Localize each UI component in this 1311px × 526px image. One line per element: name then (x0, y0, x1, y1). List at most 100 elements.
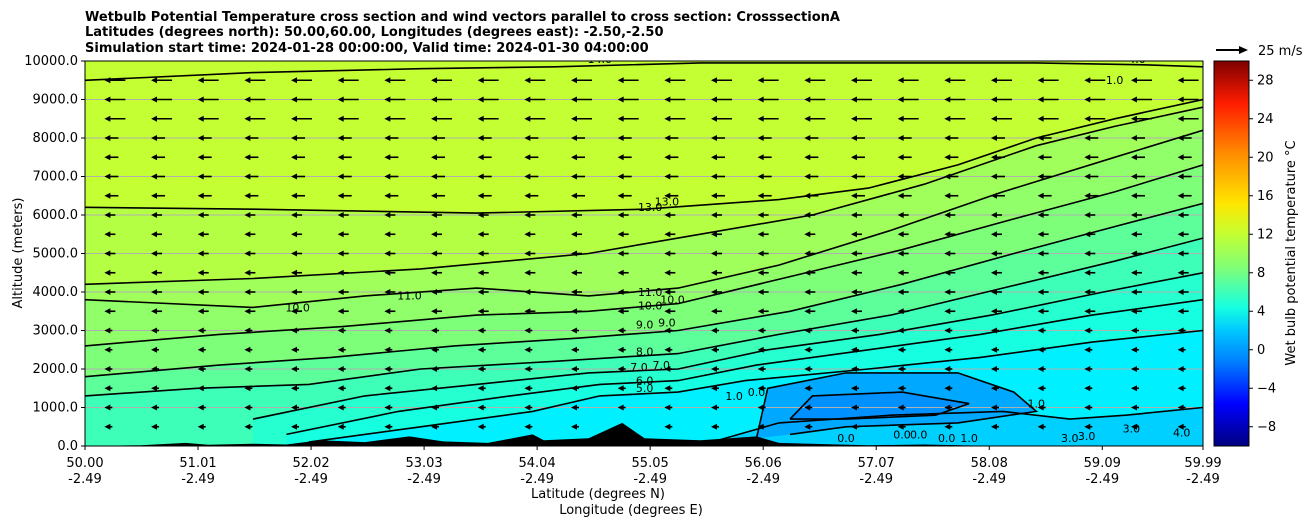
wind-vector-head (337, 366, 344, 372)
contour-label: 1.0 (1028, 398, 1046, 411)
wind-vector-head (990, 154, 997, 161)
wind-vector-head (804, 346, 811, 353)
wind-vector-head (337, 289, 344, 295)
wind-vector-head (571, 366, 578, 372)
wind-vector-head (104, 77, 111, 84)
wind-vector-head (1130, 192, 1137, 199)
wind-vector-head (1084, 289, 1091, 295)
wind-vector-head (431, 423, 438, 430)
wind-vector-head (384, 77, 391, 84)
wind-vector-head (944, 404, 951, 411)
wind-vector-head (477, 96, 484, 103)
x-tick-label-lat: 52.02 (292, 456, 329, 471)
wind-vector-head (1037, 346, 1044, 353)
wind-vector-head (850, 250, 857, 257)
wind-vector-head (897, 173, 904, 180)
wind-vector-head (804, 327, 811, 334)
wind-vector-head (897, 250, 904, 257)
wind-vector-head (710, 96, 717, 103)
wind-vector-head (151, 231, 158, 238)
plot-area: 14.013.013.011.010.011.010.010.09.0 9.08.… (85, 61, 1203, 446)
wind-vector-head (337, 404, 344, 411)
wind-vector-head (1084, 173, 1091, 180)
wind-vector-head (384, 269, 391, 276)
wind-vector-head (104, 250, 111, 257)
wind-vector-head (710, 212, 717, 218)
wind-vector-head (571, 346, 578, 353)
wind-vector-head (571, 212, 578, 218)
wind-vector-head (571, 135, 578, 141)
wind-vector-head (804, 212, 811, 218)
contour-line (252, 272, 1203, 420)
wind-vector-head (477, 212, 484, 218)
contour-line (85, 129, 1203, 309)
contour-line (85, 202, 1203, 378)
wind-vector-head (524, 308, 531, 315)
wind-vector-head (104, 308, 111, 315)
wind-vector-head (104, 192, 111, 199)
wind-vector-head (1130, 231, 1137, 238)
wind-vector-head (617, 404, 624, 411)
wind-vector-head (804, 115, 811, 122)
wind-vector-head (990, 289, 997, 295)
wind-vector-head (151, 96, 158, 103)
wind-vector-head (104, 346, 111, 353)
wind-vector-head (757, 289, 764, 295)
wind-vector-head (944, 96, 951, 103)
wind-vector-head (990, 212, 997, 218)
contour-label: 7.0 (630, 361, 648, 374)
contour-label: 8.0 (636, 346, 654, 359)
wind-vector-head (757, 212, 764, 218)
wind-vector-head (431, 77, 438, 84)
wind-vector-head (244, 96, 251, 103)
wind-vector-head (197, 173, 204, 180)
wind-vector-head (1037, 77, 1044, 84)
wind-vector-head (244, 212, 251, 218)
wind-vector-head (524, 289, 531, 295)
wind-vector-head (291, 385, 298, 392)
contour-label: 13.0 (638, 201, 663, 214)
wind-vector-head (1130, 212, 1137, 218)
colorbar-tick-label: 12 (1257, 227, 1274, 242)
wind-vector-head (524, 250, 531, 257)
chart-title-line-3: Simulation start time: 2024-01-28 00:00:… (85, 41, 649, 56)
wind-vector-head (571, 154, 578, 161)
wind-vector-head (897, 115, 904, 122)
wind-vector-head (897, 327, 904, 334)
wind-vector-head (617, 250, 624, 257)
wind-vector-head (1037, 404, 1044, 411)
wind-vector-head (1177, 269, 1184, 276)
wind-vector-head (337, 327, 344, 334)
wind-vector-head (291, 77, 298, 84)
wind-vector-head (1084, 366, 1091, 372)
contour-line (711, 406, 1203, 443)
quiver-key-arrowhead (1239, 46, 1248, 54)
wind-vector-head (710, 366, 717, 372)
wind-vector-head (151, 154, 158, 161)
wind-vector-head (104, 154, 111, 161)
wind-vector-head (617, 115, 624, 122)
colorbar-tick-label: 4 (1257, 304, 1265, 319)
wind-vector-head (804, 423, 811, 430)
wind-vector-head (477, 250, 484, 257)
wind-vector-head (104, 135, 111, 141)
wind-vector-head (291, 308, 298, 315)
wind-vector-head (850, 385, 857, 392)
wind-vector-head (1130, 308, 1137, 315)
wind-vector-head (804, 269, 811, 276)
y-tick-label: 8000.0 (33, 131, 79, 146)
wind-vector-head (384, 192, 391, 199)
wind-vector-head (1177, 346, 1184, 353)
wind-vector-head (617, 327, 624, 334)
wind-vector-head (571, 327, 578, 334)
wind-vectors (104, 77, 1199, 430)
wind-vector-head (664, 346, 671, 353)
wind-vector-head (291, 192, 298, 199)
wind-vector-head (757, 173, 764, 180)
wind-vector-head (1130, 135, 1137, 141)
contour-label: 1.0 (725, 390, 743, 403)
y-tick-label: 6000.0 (33, 208, 79, 223)
wind-vector-head (1084, 346, 1091, 353)
wind-vector-head (524, 135, 531, 141)
